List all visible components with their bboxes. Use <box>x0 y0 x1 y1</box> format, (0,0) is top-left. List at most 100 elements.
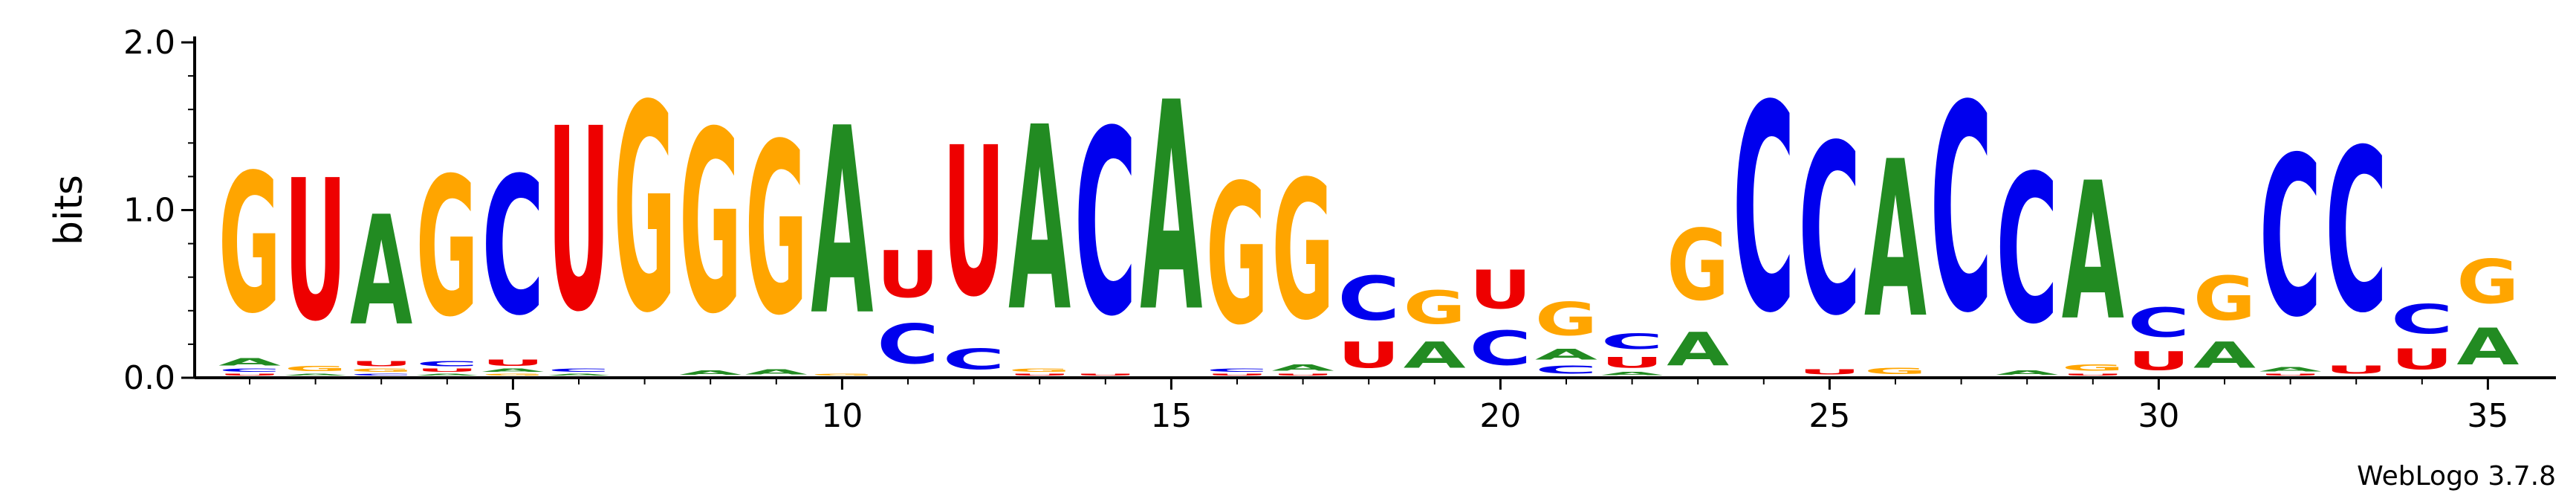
logo-letter-U: U <box>2325 363 2387 376</box>
logo-letter-G: G <box>614 45 676 376</box>
logo-letter-C: C <box>877 313 939 376</box>
y-ticks: 0.0 1.0 2.0 <box>123 24 195 397</box>
logo-letter-G: G <box>1008 368 1071 373</box>
x-tick-label: 30 <box>2138 397 2179 435</box>
logo-letter-U: U <box>1469 260 1531 321</box>
logo-letter-A: A <box>1667 323 1729 376</box>
logo-letter-U: U <box>481 358 544 367</box>
logo-letter-C: C <box>1206 368 1268 373</box>
logo-letter-U: U <box>1272 373 1334 376</box>
logo-letter-C: C <box>1798 95 1860 367</box>
logo-letter-A: A <box>218 356 281 368</box>
x-ticks: 5 10 15 20 25 30 35 <box>249 378 2508 435</box>
logo-letter-A: A <box>811 74 873 373</box>
logo-letter-U: U <box>416 368 478 373</box>
logo-letter-C: C <box>1996 132 2058 369</box>
logo-letter-U: U <box>2391 344 2453 376</box>
logo-letter-C: C <box>1074 78 1137 373</box>
logo-letter-A: A <box>2456 318 2519 376</box>
logo-letter-U: U <box>1601 355 1664 372</box>
logo-letter-C: C <box>416 360 478 368</box>
logo-letter-G: G <box>745 94 808 367</box>
x-tick-label: 35 <box>2467 397 2508 435</box>
logo-letter-U: U <box>350 360 412 368</box>
logo-letter-U: U <box>1008 373 1071 376</box>
y-tick-label: 2.0 <box>123 24 175 62</box>
logo-letter-G: G <box>679 80 742 370</box>
logo-letter-A: A <box>481 368 545 373</box>
logo-letter-C: C <box>1601 329 1664 355</box>
logo-letter-C: C <box>2391 296 2453 343</box>
logo-letter-G: G <box>2193 264 2256 335</box>
logo-letter-C: C <box>943 344 1005 377</box>
logo-letter-A: A <box>1864 116 1927 366</box>
logo-letter-U: U <box>1337 335 1400 376</box>
logo-letter-A: A <box>548 373 611 376</box>
logo-letter-G: G <box>285 364 347 373</box>
x-tick-label: 5 <box>502 397 523 435</box>
logo-letter-U: U <box>1798 368 1860 376</box>
y-axis-title: bits <box>47 175 91 245</box>
x-tick-label: 10 <box>821 397 863 435</box>
logo-letter-A: A <box>1008 74 1071 367</box>
logo-letter-G: G <box>416 138 478 360</box>
logo-letter-C: C <box>2127 300 2190 347</box>
logo-letter-A: A <box>2062 142 2124 363</box>
logo-letter-G: G <box>811 373 873 376</box>
logo-letter-A: A <box>679 370 742 376</box>
logo-letter-G: G <box>481 373 544 376</box>
y-tick-label: 0.0 <box>123 359 175 397</box>
logo-letter-C: C <box>2325 102 2387 362</box>
logo-letter-C: C <box>1469 321 1531 376</box>
logo-letter-G: G <box>2062 363 2124 373</box>
logo-letter-C: C <box>548 368 610 373</box>
logo-letter-U: U <box>548 74 610 367</box>
logo-letter-A: A <box>285 373 348 376</box>
logo-letter-A: A <box>1404 335 1466 376</box>
logo-letter-U: U <box>218 373 281 376</box>
logo-letter-G: G <box>1404 281 1466 335</box>
logo-letter-A: A <box>1996 370 2059 376</box>
logo-letter-G: G <box>1206 145 1268 368</box>
logo-letter-U: U <box>1206 373 1268 376</box>
logo-letter-A: A <box>1272 363 1334 373</box>
logo-letter-A: A <box>416 373 479 376</box>
logo-letter-U: U <box>877 237 939 313</box>
logo-letter-U: U <box>2062 373 2124 376</box>
logo-letter-G: G <box>1667 209 1729 323</box>
logo-letter-C: C <box>1337 265 1400 335</box>
logo-letter-A: A <box>350 184 412 360</box>
logo-letter-A: A <box>2259 367 2323 373</box>
logo-letter-G: G <box>1864 367 1927 376</box>
axes: 0.0 1.0 2.0 5 10 15 20 25 30 35 bits <box>47 24 2556 435</box>
logo-letter-G: G <box>218 135 281 356</box>
logo-letter-G: G <box>2456 247 2519 318</box>
logo-letter-U: U <box>2259 373 2322 376</box>
logo-letter-U: U <box>2127 347 2190 376</box>
logo-letter-U: U <box>943 105 1005 343</box>
logo-letter-A: A <box>1140 41 1203 375</box>
logo-letter-A: A <box>745 368 808 376</box>
logo-letter-G: G <box>1535 293 1597 347</box>
y-tick-label: 1.0 <box>123 192 175 230</box>
logo-letter-U: U <box>1074 373 1137 376</box>
logo-letter-G: G <box>350 368 412 373</box>
logo-letter-A: A <box>1535 347 1597 363</box>
logo-letter-C: C <box>481 137 544 358</box>
logo-letter-C: C <box>1930 46 1993 376</box>
x-tick-label: 25 <box>1808 397 1850 435</box>
logo-letter-C: C <box>1535 363 1597 376</box>
logo-letter-C: C <box>218 368 281 373</box>
logo-letter-A: A <box>1601 371 1664 376</box>
logo-letter-U: U <box>285 138 347 364</box>
logo-letter-C: C <box>2259 109 2322 365</box>
logo-letter-C: C <box>1733 46 1795 376</box>
x-tick-label: 20 <box>1479 397 1521 435</box>
logo-letter-A: A <box>2193 335 2256 376</box>
logo-letter-G: G <box>1272 141 1334 363</box>
x-tick-label: 15 <box>1150 397 1192 435</box>
logo-letter-C: C <box>350 373 412 376</box>
weblogo-version-label: WebLogo 3.7.8 <box>2357 461 2556 492</box>
